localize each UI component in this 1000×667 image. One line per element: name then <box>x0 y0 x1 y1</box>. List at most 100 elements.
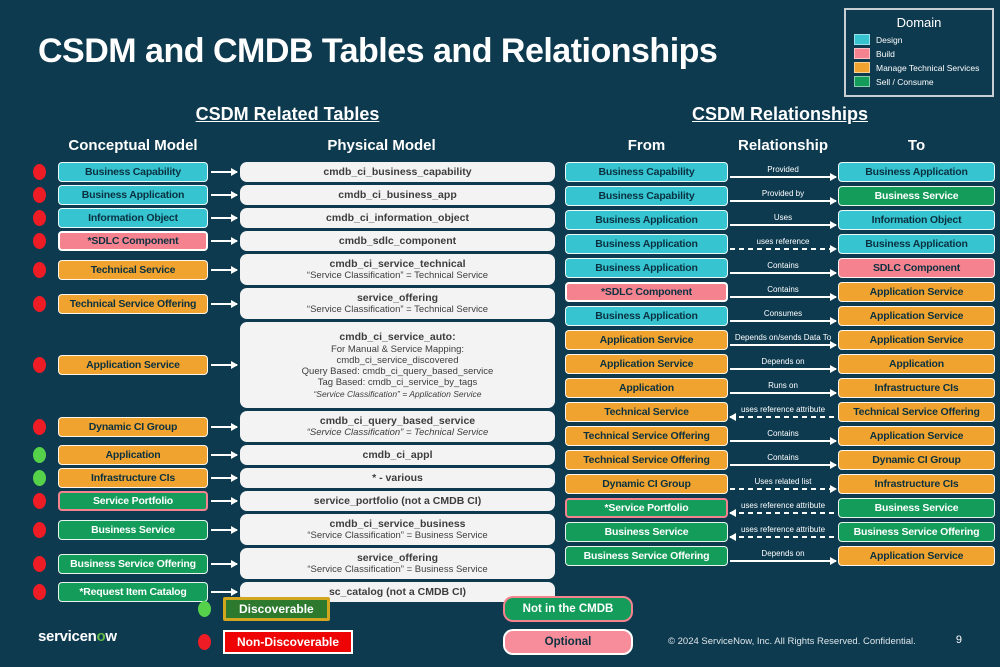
from-box: Dynamic CI Group <box>565 474 728 494</box>
dot-cell <box>20 584 58 600</box>
arrow-shaft <box>211 451 238 459</box>
physical-line: cmdb_ci_appl <box>362 448 433 461</box>
physical-line: cmdb_ci_service_technical <box>329 257 466 270</box>
relationship-row: Application Runs on Infrastructure CIs <box>565 378 995 398</box>
to-box: Dynamic CI Group <box>838 450 995 470</box>
physical-line: “Service Classification” = Application S… <box>313 388 482 399</box>
relationship-row: Business Service Offering Depends on Appli… <box>565 546 995 566</box>
relationships-title: CSDM Relationships <box>691 104 869 124</box>
relationship-arrow: Contains <box>728 286 838 301</box>
table-row: Business Application cmdb_ci_business_app <box>20 185 555 205</box>
legend-swatch-icon <box>854 76 870 87</box>
related-tables-column-headers: Conceptual Model Physical Model <box>20 137 555 154</box>
dot-cell <box>20 470 58 486</box>
relationship-row: Application Service Depends on/sends Data… <box>565 330 995 350</box>
relationship-row: Business Service uses reference attribute… <box>565 522 995 542</box>
arrow-head-icon <box>231 237 238 245</box>
relationship-label: uses reference <box>756 237 810 246</box>
relationship-label: Depends on <box>761 549 805 558</box>
dot-cell <box>20 187 58 203</box>
physical-line: cmdb_ci_business_capability <box>323 165 472 178</box>
arrow-right-icon <box>208 299 240 308</box>
physical-line: “Service Classification” = Technical Ser… <box>306 427 489 439</box>
arrow-right-icon <box>208 214 240 222</box>
relationship-arrow: Uses <box>728 214 838 229</box>
relationship-row: Business Application Contains SDLC Compone… <box>565 258 995 278</box>
arrow-head-icon <box>830 293 837 301</box>
arrow-head-icon <box>830 245 837 253</box>
relationship-label: Provided <box>767 165 799 174</box>
physical-box: cmdb_ci_appl <box>240 445 555 465</box>
arrow-right-icon <box>208 191 240 199</box>
physical-box: service_offering “Service Classification”… <box>240 288 555 319</box>
arrow-head-icon <box>830 269 837 277</box>
physical-line: “Service Classification” = Technical Ser… <box>306 304 489 316</box>
arrow-shaft <box>211 497 238 505</box>
legend-item-label: Build <box>876 48 895 59</box>
not-in-cmdb-legend: Not in the CMDB <box>503 596 633 622</box>
from-box: Business Application <box>565 258 728 278</box>
conceptual-box: Application <box>58 445 208 465</box>
physical-box: cmdb_sdlc_component <box>240 231 555 251</box>
non-discoverable-dot-icon <box>32 187 46 203</box>
arrow-right-icon <box>208 168 240 176</box>
physical-line: * - various <box>372 471 423 484</box>
relationship-label: Contains <box>767 429 799 438</box>
to-box: Information Object <box>838 210 995 230</box>
legend-item-label: Sell / Consume <box>876 76 934 87</box>
legend-swatch-icon <box>854 62 870 73</box>
physical-line: service_offering <box>356 551 439 564</box>
non-discoverable-dot-icon <box>32 493 46 509</box>
dot-cell <box>20 295 58 312</box>
relationship-row: *Service Portfolio uses reference attribu… <box>565 498 995 518</box>
relationship-arrow: Depends on <box>728 549 838 565</box>
physical-line: cmdb_ci_service_discovered <box>336 354 459 366</box>
related-tables-title: CSDM Related Tables <box>195 104 380 124</box>
non-discoverable-dot-icon <box>32 261 46 278</box>
relationship-label: Consumes <box>763 309 803 318</box>
arrow-right-icon <box>208 237 240 245</box>
discoverable-dot-icon <box>198 601 211 617</box>
relationship-row: Technical Service uses reference attribut… <box>565 402 995 422</box>
physical-line: Query Based: cmdb_ci_query_based_service <box>301 366 494 378</box>
relationship-line <box>730 293 837 301</box>
relationship-line <box>729 533 836 541</box>
arrow-head-icon <box>231 422 238 431</box>
from-box: *Service Portfolio <box>565 498 728 518</box>
to-box: Application Service <box>838 282 995 302</box>
related-tables-rows: Business Capability cmdb_ci_business_capa… <box>20 162 555 602</box>
to-header: To <box>907 137 926 154</box>
relationship-arrow: Provided by <box>728 190 838 205</box>
physical-line: “Service Classification” = Business Serv… <box>307 530 488 542</box>
physical-line: For Manual & Service Mapping: <box>330 343 465 355</box>
to-box: Application Service <box>838 306 995 326</box>
logo-text: servicen <box>38 628 97 645</box>
from-box: Application Service <box>565 330 728 350</box>
arrow-head-icon <box>231 559 238 568</box>
relationship-line <box>729 509 836 517</box>
logo-text-end: w <box>105 628 117 645</box>
relationship-row: Technical Service Offering Contains Dynami… <box>565 450 995 470</box>
dot-cell <box>20 555 58 572</box>
relationship-label: uses reference attribute <box>740 501 826 510</box>
physical-line: cmdb_ci_information_object <box>326 211 469 224</box>
to-box: Business Service <box>838 498 995 518</box>
to-box: Infrastructure CIs <box>838 378 995 398</box>
arrow-shaft <box>211 474 238 482</box>
to-box: Application Service <box>838 546 995 566</box>
arrow-head-icon <box>830 221 837 229</box>
from-box: *SDLC Component <box>565 282 728 302</box>
arrow-head-icon <box>830 437 837 445</box>
relationship-row: Application Service Depends on Application <box>565 354 995 374</box>
arrow-shaft <box>211 191 238 199</box>
to-box: Application Service <box>838 426 995 446</box>
dot-cell <box>20 447 58 463</box>
relationship-line <box>730 197 837 205</box>
conceptual-box: Business Application <box>58 185 208 205</box>
copyright-text: © 2024 ServiceNow, Inc. All Rights Reser… <box>668 636 916 647</box>
from-box: Business Capability <box>565 162 728 182</box>
discoverable-dot-icon <box>32 447 46 463</box>
relationship-line <box>730 557 837 565</box>
to-box: Business Application <box>838 234 995 254</box>
